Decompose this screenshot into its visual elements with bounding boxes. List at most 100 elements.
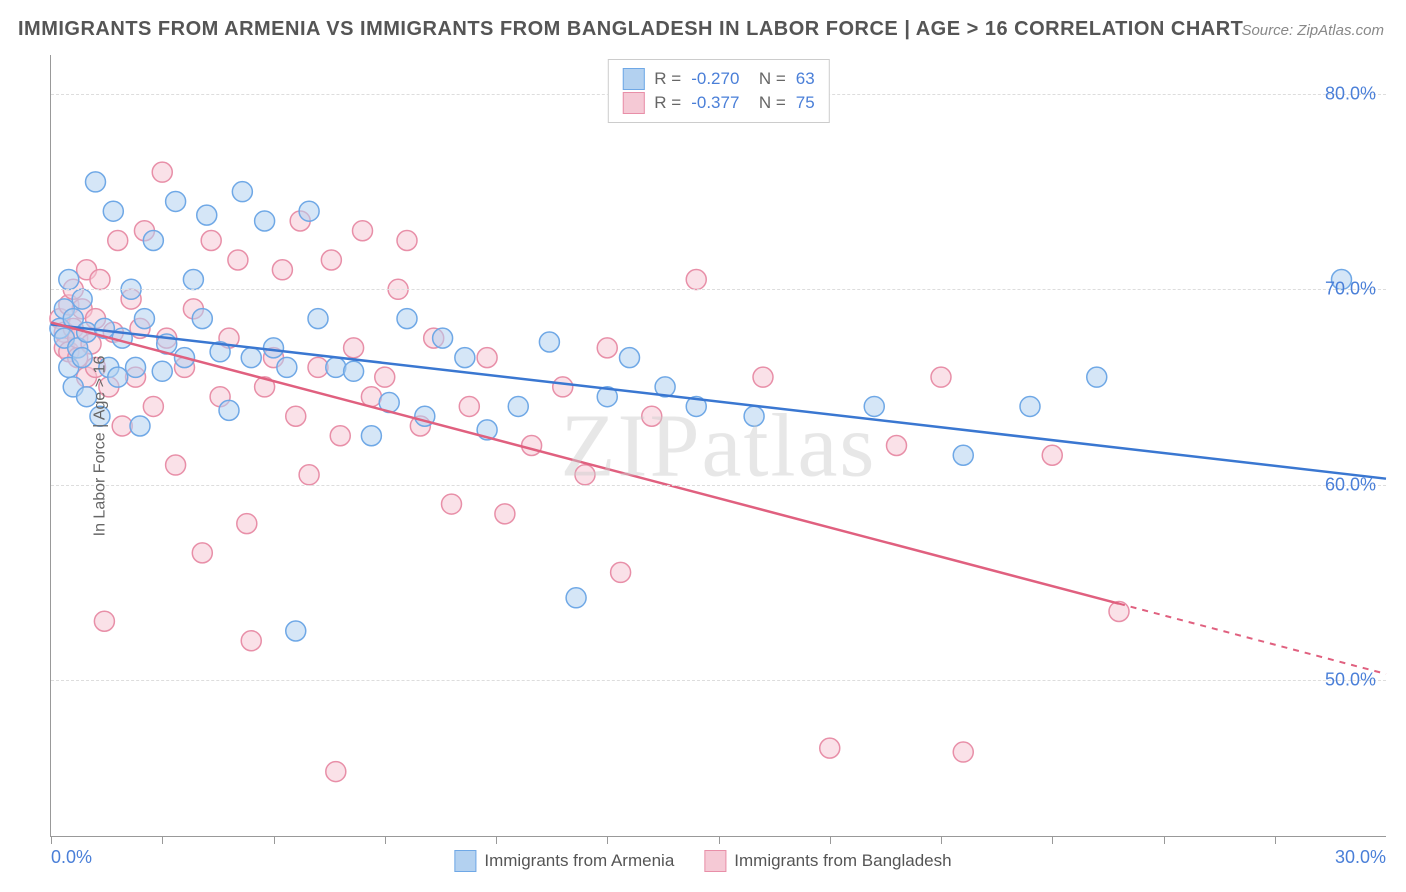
scatter-point (201, 230, 221, 250)
legend-swatch (454, 850, 476, 872)
scatter-point (112, 416, 132, 436)
ytick-label: 80.0% (1325, 84, 1376, 105)
scatter-point (241, 631, 261, 651)
xaxis-label-max: 30.0% (1335, 847, 1386, 868)
legend-item: Immigrants from Bangladesh (704, 850, 951, 872)
trend-line-dashed (1119, 604, 1386, 674)
scatter-point (442, 494, 462, 514)
scatter-point (344, 338, 364, 358)
scatter-point (86, 172, 106, 192)
ytick-label: 60.0% (1325, 474, 1376, 495)
scatter-point (397, 230, 417, 250)
scatter-point (90, 270, 110, 290)
scatter-point (166, 191, 186, 211)
scatter-point (299, 465, 319, 485)
scatter-point (620, 348, 640, 368)
scatter-point (361, 387, 381, 407)
scatter-point (255, 211, 275, 231)
scatter-point (228, 250, 248, 270)
xtick (1275, 836, 1276, 844)
scatter-point (553, 377, 573, 397)
scatter-point (459, 396, 479, 416)
scatter-point (72, 348, 92, 368)
swatch-bangladesh (622, 92, 644, 114)
xtick (385, 836, 386, 844)
xtick (941, 836, 942, 844)
ytick-label: 70.0% (1325, 279, 1376, 300)
xtick (51, 836, 52, 844)
legend-r-label: R = (654, 69, 681, 89)
scatter-point (126, 357, 146, 377)
scatter-point (192, 309, 212, 329)
scatter-point (143, 230, 163, 250)
scatter-point (192, 543, 212, 563)
scatter-point (299, 201, 319, 221)
scatter-point (237, 514, 257, 534)
scatter-point (495, 504, 515, 524)
scatter-point (166, 455, 186, 475)
scatter-point (72, 289, 92, 309)
scatter-point (183, 270, 203, 290)
scatter-point (744, 406, 764, 426)
scatter-point (308, 357, 328, 377)
scatter-point (326, 357, 346, 377)
xtick (496, 836, 497, 844)
legend-r-value: -0.270 (691, 69, 739, 89)
legend-n-label: N = (749, 69, 785, 89)
legend-n-label: N = (749, 93, 785, 113)
scatter-point (931, 367, 951, 387)
scatter-point (286, 621, 306, 641)
scatter-point (611, 562, 631, 582)
gridline (51, 485, 1386, 486)
scatter-point (642, 406, 662, 426)
scatter-point (597, 338, 617, 358)
scatter-point (375, 367, 395, 387)
scatter-point (308, 309, 328, 329)
scatter-point (330, 426, 350, 446)
scatter-point (272, 260, 292, 280)
ytick-label: 50.0% (1325, 669, 1376, 690)
xtick (1164, 836, 1165, 844)
legend-swatch (704, 850, 726, 872)
scatter-point (134, 309, 154, 329)
xtick (1052, 836, 1053, 844)
series-legend: Immigrants from Armenia Immigrants from B… (454, 850, 951, 872)
scatter-point (277, 357, 297, 377)
scatter-point (455, 348, 475, 368)
legend-item: Immigrants from Armenia (454, 850, 674, 872)
legend-r-value: -0.377 (691, 93, 739, 113)
scatter-point (508, 396, 528, 416)
xaxis-label-min: 0.0% (51, 847, 92, 868)
scatter-point (264, 338, 284, 358)
xtick (719, 836, 720, 844)
scatter-point (522, 436, 542, 456)
scatter-point (321, 250, 341, 270)
legend-label: Immigrants from Bangladesh (734, 851, 951, 871)
scatter-point (59, 270, 79, 290)
yaxis-label: In Labor Force | Age > 16 (91, 356, 109, 537)
scatter-point (94, 611, 114, 631)
scatter-point (953, 742, 973, 762)
xtick (274, 836, 275, 844)
scatter-point (575, 465, 595, 485)
scatter-point (686, 270, 706, 290)
scatter-point (130, 416, 150, 436)
scatter-point (344, 361, 364, 381)
gridline (51, 680, 1386, 681)
scatter-point (103, 201, 123, 221)
scatter-point (539, 332, 559, 352)
legend-r-label: R = (654, 93, 681, 113)
scatter-point (353, 221, 373, 241)
scatter-point (326, 762, 346, 782)
scatter-point (1087, 367, 1107, 387)
chart-svg (51, 55, 1386, 836)
scatter-point (108, 230, 128, 250)
scatter-point (152, 162, 172, 182)
xtick (830, 836, 831, 844)
source-attribution: Source: ZipAtlas.com (1241, 22, 1384, 39)
legend-label: Immigrants from Armenia (484, 851, 674, 871)
scatter-point (1042, 445, 1062, 465)
plot-area: R = -0.270 N = 63 R = -0.377 N = 75 ZIPa… (50, 55, 1386, 837)
legend-n-value: 63 (796, 69, 815, 89)
scatter-point (887, 436, 907, 456)
